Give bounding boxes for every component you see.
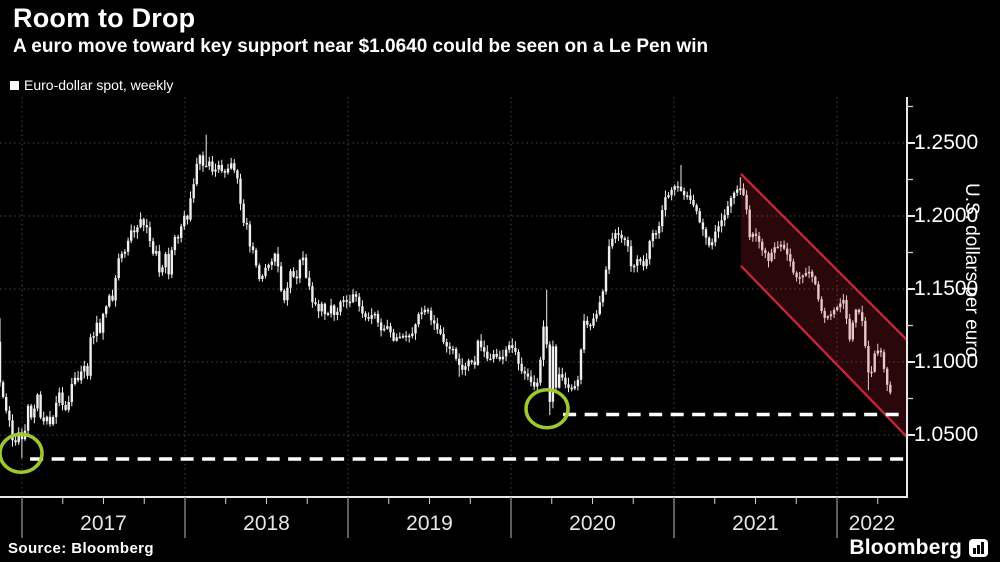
- x-axis-year-label: 2018: [243, 512, 290, 535]
- x-axis-year-label: 2021: [732, 512, 779, 535]
- low-highlight-circle: [524, 387, 570, 430]
- x-axis-year-label: 2019: [406, 512, 453, 535]
- trend-channel: [740, 173, 908, 438]
- source-label: Source: Bloomberg: [8, 540, 154, 557]
- trend-channel-top-line: [740, 173, 908, 341]
- highlight-circles: [0, 387, 570, 474]
- low-highlight-circle: [0, 432, 44, 474]
- y-axis-tick-label: 1.1500: [914, 277, 979, 300]
- x-axis-year-label: 2022: [848, 512, 896, 535]
- chart-title: Room to Drop: [13, 3, 196, 33]
- trend-channel-fill: [740, 173, 908, 438]
- bloomberg-logo: Bloomberg: [849, 536, 988, 560]
- candlestick-series: [0, 134, 892, 459]
- ohlc-wicks-path: [0, 134, 891, 459]
- chart-subtitle: A euro move toward key support near $1.0…: [13, 36, 709, 57]
- y-axis-tick-label: 1.2500: [914, 131, 979, 154]
- support-lines: [30, 412, 906, 461]
- legend: Euro-dollar spot, weekly: [10, 77, 173, 93]
- legend-swatch-icon: [10, 80, 19, 90]
- bloomberg-logo-icon: [969, 539, 988, 557]
- trend-channel-bottom-line: [740, 265, 908, 438]
- y-axis-title: U.S. dollars per euro: [961, 183, 982, 358]
- bloomberg-logo-text: Bloomberg: [849, 536, 962, 559]
- axes: [0, 97, 915, 538]
- y-axis-tick-label: 1.2000: [914, 204, 979, 227]
- y-axis-tick-label: 1.0500: [914, 423, 979, 446]
- gridlines: [0, 97, 907, 497]
- y-axis-tick-label: 1.1000: [914, 350, 979, 373]
- x-axis-year-label: 2020: [569, 512, 616, 535]
- x-axis-year-label: 2017: [80, 512, 127, 535]
- legend-label: Euro-dollar spot, weekly: [24, 77, 174, 93]
